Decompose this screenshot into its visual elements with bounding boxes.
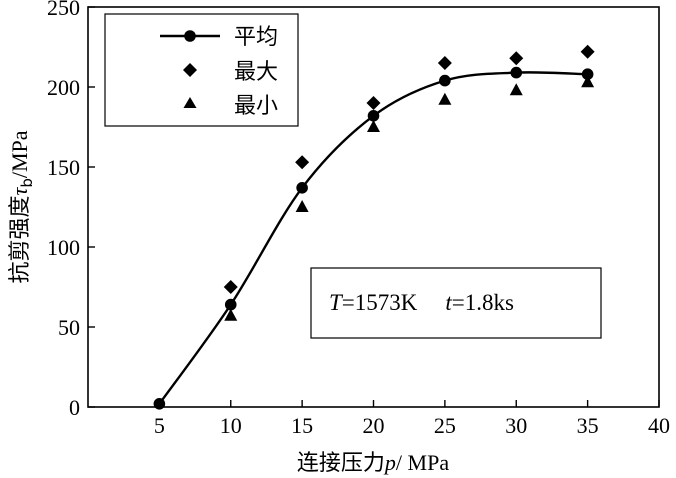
- point-min-20: [367, 120, 380, 132]
- legend-marker-max: [183, 63, 197, 77]
- point-average-30: [510, 66, 523, 79]
- x-tick-label-30: 30: [505, 413, 527, 438]
- legend-label-average: 平均: [234, 25, 278, 50]
- x-tick-label-40: 40: [648, 413, 670, 438]
- legend-marker-min: [183, 97, 197, 108]
- point-average-15: [296, 182, 308, 194]
- point-average-20: [367, 110, 380, 122]
- x-tick-label-5: 5: [154, 413, 165, 438]
- y-tick-label-100: 100: [47, 235, 80, 260]
- point-average-5: [153, 398, 166, 410]
- annotation: T=1573K t=1.8ks: [310, 267, 602, 339]
- y-tick-label-200: 200: [47, 75, 80, 100]
- point-min-25: [438, 92, 452, 105]
- y-tick-label-0: 0: [69, 395, 80, 420]
- x-tick-label-25: 25: [434, 413, 456, 438]
- x-tick-label-10: 10: [220, 413, 242, 438]
- y-axis-label: 抗剪强度τb/MPa: [7, 130, 36, 283]
- x-tick-label-15: 15: [291, 413, 313, 438]
- point-min-10: [224, 308, 238, 321]
- x-tick-label-20: 20: [363, 413, 385, 438]
- point-max-35: [580, 44, 595, 59]
- point-min-35: [581, 75, 595, 88]
- annotation-text: T=1573K t=1.8ks: [329, 290, 514, 315]
- y-tick-label-50: 50: [58, 315, 80, 340]
- x-axis-label: 连接压力p/ MPa: [297, 450, 449, 476]
- point-average-35: [581, 68, 594, 80]
- legend: 平均 最大 最小: [104, 13, 299, 127]
- y-tick-label-150: 150: [47, 155, 80, 180]
- annotation-box: [310, 267, 602, 339]
- point-average-25: [439, 74, 451, 87]
- point-min-30: [509, 83, 523, 96]
- point-min-15: [295, 200, 309, 212]
- point-max-15: [295, 155, 310, 170]
- point-max-20: [366, 96, 381, 110]
- point-average-10: [224, 298, 237, 311]
- legend-marker-average: [184, 30, 196, 42]
- legend-label-min: 最小: [234, 94, 278, 119]
- legend-box: [104, 13, 299, 127]
- y-tick-label-250: 250: [47, 0, 80, 20]
- point-max-10: [223, 280, 238, 294]
- point-max-30: [509, 51, 524, 66]
- x-tick-label-35: 35: [577, 413, 599, 438]
- legend-label-max: 最大: [234, 60, 278, 85]
- point-max-25: [437, 56, 452, 70]
